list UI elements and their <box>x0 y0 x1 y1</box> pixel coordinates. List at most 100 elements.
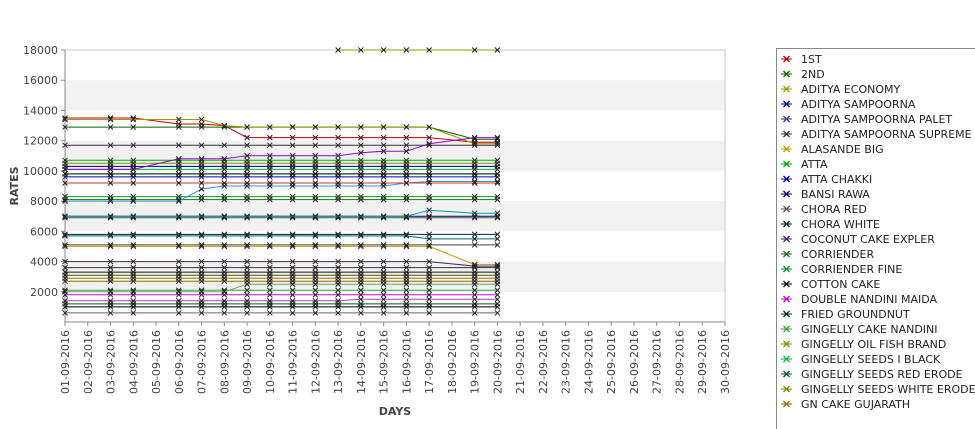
data-point <box>358 310 364 316</box>
data-point <box>380 166 387 173</box>
data-point <box>130 160 137 167</box>
data-point <box>494 291 501 298</box>
x-tick-label: 16-09-2016 <box>400 330 413 394</box>
series-line <box>65 119 498 145</box>
data-point <box>107 166 114 173</box>
data-point <box>403 287 410 294</box>
data-point <box>289 152 296 159</box>
data-point <box>403 291 410 298</box>
x-tick-label: 22-09-2016 <box>537 330 550 394</box>
data-point <box>62 278 68 285</box>
data-point <box>175 180 182 186</box>
x-tick-label: 03-09-2016 <box>105 330 118 394</box>
data-point <box>312 213 319 220</box>
data-point <box>471 310 478 316</box>
legend-label: ATTA CHAKKI <box>801 173 872 186</box>
data-point <box>380 281 387 288</box>
series-atta-chakki <box>62 174 501 180</box>
legend-swatch-marker <box>783 370 790 378</box>
data-point <box>380 160 387 167</box>
legend-item: GINGELLY SEEDS WHITE ERODE <box>781 383 975 396</box>
legend-label: CHORA WHITE <box>801 218 880 231</box>
data-point <box>289 134 296 141</box>
data-point <box>380 193 387 200</box>
data-point <box>266 124 273 130</box>
data-point <box>289 242 296 248</box>
data-point <box>380 148 387 155</box>
data-point <box>358 124 364 130</box>
data-point <box>380 272 387 279</box>
data-point <box>312 166 319 173</box>
legend-swatch-marker <box>783 205 790 213</box>
data-point <box>335 258 341 265</box>
x-tick-label: 13-09-2016 <box>332 330 345 394</box>
data-point <box>471 160 478 167</box>
data-point <box>358 47 364 53</box>
data-point <box>198 310 205 316</box>
data-point <box>380 180 387 186</box>
data-point <box>403 258 410 265</box>
data-point <box>380 124 387 130</box>
data-point <box>358 134 364 141</box>
y-tick-label: 16000 <box>23 74 58 87</box>
data-point <box>107 198 114 204</box>
data-point <box>107 288 114 295</box>
x-tick-label: 29-09-2016 <box>696 330 709 394</box>
data-point <box>198 233 205 239</box>
data-point <box>403 180 410 186</box>
data-point <box>62 310 68 316</box>
data-point <box>244 171 250 177</box>
data-point <box>312 193 319 200</box>
data-point <box>426 258 432 265</box>
legend-label: ALASANDE BIG <box>801 143 884 156</box>
data-point <box>175 310 182 316</box>
data-point <box>471 193 478 200</box>
data-point <box>198 160 205 167</box>
data-point <box>175 297 182 304</box>
data-point <box>221 160 228 167</box>
data-point <box>198 171 205 177</box>
data-point <box>244 297 250 304</box>
data-point <box>335 272 341 279</box>
data-point <box>426 160 432 167</box>
legend-swatch-marker <box>783 265 790 273</box>
y-tick-label: 10000 <box>23 165 58 178</box>
legend-swatch-marker <box>783 295 790 303</box>
data-point <box>175 116 182 123</box>
legend-label: GINGELLY CAKE NANDINI <box>801 323 938 336</box>
data-point <box>289 233 296 239</box>
data-point <box>198 193 205 200</box>
data-point <box>107 193 114 200</box>
data-point <box>175 264 182 271</box>
data-point <box>107 213 114 220</box>
data-point <box>62 264 68 271</box>
legend-label: 1ST <box>801 53 822 66</box>
legend-item: GINGELLY SEEDS RED ERODE <box>781 368 963 381</box>
data-point <box>403 242 410 248</box>
data-point <box>175 258 182 265</box>
data-point <box>494 47 501 53</box>
legend-item: ADITYA ECONOMY <box>781 83 901 96</box>
data-point <box>471 231 478 238</box>
y-tick-label: 2000 <box>30 286 58 299</box>
data-point <box>62 116 68 123</box>
data-point <box>107 242 114 248</box>
legend-item: FRIED GROUNDNUT <box>781 308 910 321</box>
data-point <box>471 142 478 149</box>
y-tick-label: 18000 <box>23 44 58 57</box>
data-point <box>130 304 137 310</box>
data-point <box>335 304 341 310</box>
x-tick-label: 14-09-2016 <box>355 330 368 394</box>
legend-item: CORRIENDER FINE <box>781 263 902 276</box>
data-point <box>175 142 182 149</box>
data-point <box>130 264 137 271</box>
series-chora-red <box>62 214 501 221</box>
legend-label: GINGELLY OIL FISH BRAND <box>801 338 946 351</box>
data-point <box>403 142 410 149</box>
data-point <box>175 278 182 285</box>
data-point <box>471 210 478 217</box>
data-point <box>130 278 137 285</box>
data-point <box>130 258 137 265</box>
data-point <box>175 198 182 204</box>
data-point <box>244 304 250 310</box>
